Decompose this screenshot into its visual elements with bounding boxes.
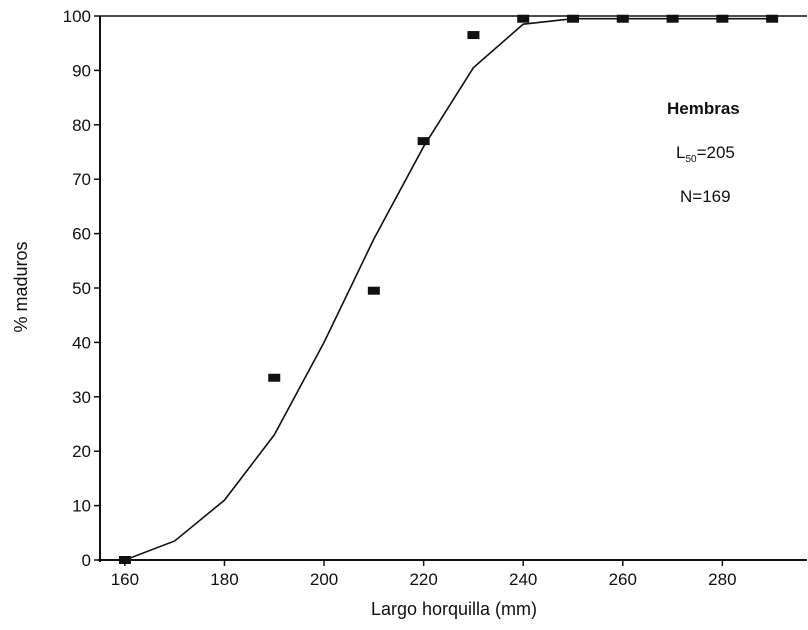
x-axis: 160 180 200 220 240 260 280 bbox=[111, 560, 737, 589]
data-point bbox=[268, 373, 281, 382]
sample-size-label: N=169 bbox=[680, 187, 731, 206]
x-tick-label: 180 bbox=[210, 570, 238, 589]
y-tick-label: 10 bbox=[72, 497, 91, 516]
y-tick-label: 30 bbox=[72, 388, 91, 407]
l50-letter: L bbox=[676, 143, 685, 162]
y-axis: 0 10 20 30 40 50 60 70 80 90 100 bbox=[63, 7, 100, 570]
l50-subscript: 50 bbox=[685, 154, 697, 165]
y-tick-label: 40 bbox=[72, 333, 91, 352]
x-axis-title: Largo horquilla (mm) bbox=[371, 599, 537, 619]
x-tick-label: 240 bbox=[509, 570, 537, 589]
fitted-curve-series bbox=[124, 17, 773, 561]
data-point bbox=[517, 14, 530, 23]
data-point bbox=[766, 14, 779, 23]
y-tick-label: 50 bbox=[72, 279, 91, 298]
data-point bbox=[566, 14, 579, 23]
x-tick-label: 280 bbox=[708, 570, 736, 589]
data-point bbox=[467, 31, 480, 40]
y-tick-label: 70 bbox=[72, 170, 91, 189]
y-tick-label: 20 bbox=[72, 442, 91, 461]
y-tick-label: 100 bbox=[63, 7, 91, 26]
x-tick-label: 160 bbox=[111, 570, 139, 589]
data-point bbox=[716, 14, 729, 23]
observed-points-series bbox=[118, 14, 779, 564]
plot-frame bbox=[98, 15, 807, 562]
y-axis-title: % maduros bbox=[11, 241, 31, 332]
x-tick-label: 260 bbox=[609, 570, 637, 589]
y-tick-label: 90 bbox=[72, 61, 91, 80]
data-point bbox=[417, 137, 430, 146]
data-point bbox=[367, 286, 380, 295]
data-point bbox=[616, 14, 629, 23]
data-point bbox=[118, 556, 131, 564]
l50-label: L50=205 bbox=[676, 143, 735, 165]
x-tick-label: 220 bbox=[409, 570, 437, 589]
group-label: Hembras bbox=[667, 99, 740, 118]
data-point bbox=[666, 14, 679, 23]
fitted-curve-line bbox=[124, 17, 773, 561]
y-tick-label: 80 bbox=[72, 116, 91, 135]
l50-value: =205 bbox=[697, 143, 735, 162]
y-tick-label: 60 bbox=[72, 225, 91, 244]
y-tick-label: 0 bbox=[82, 551, 91, 570]
x-tick-label: 200 bbox=[310, 570, 338, 589]
